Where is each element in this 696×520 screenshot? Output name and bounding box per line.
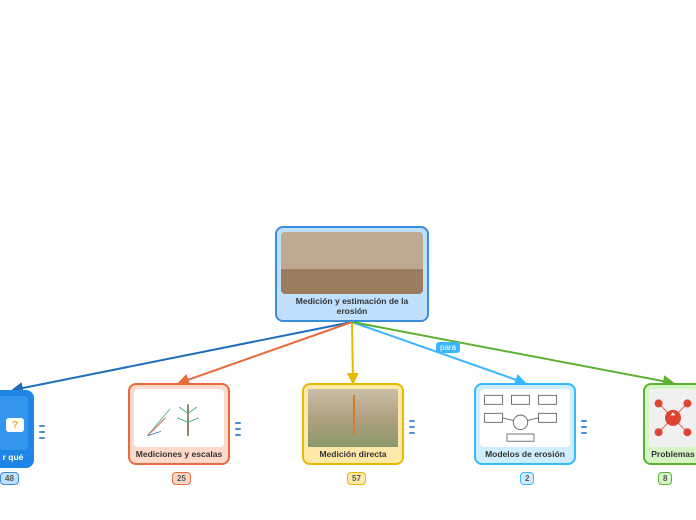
child-label: r qué	[3, 453, 24, 462]
child-node-modelos[interactable]: Modelos de erosión	[474, 383, 576, 465]
expand-handle-icon[interactable]	[580, 420, 588, 434]
count-badge: 8	[658, 472, 672, 485]
count-badge: 48	[0, 472, 19, 485]
expand-handle-icon[interactable]	[408, 420, 416, 434]
expand-handle-icon[interactable]	[234, 422, 242, 436]
child-label: Medición directa	[319, 450, 386, 459]
child-node-mediciones[interactable]: Mediciones y escalas	[128, 383, 230, 465]
count-badge: 57	[347, 472, 366, 485]
child-node-why[interactable]: ? r qué	[0, 390, 34, 468]
child-label: Modelos de erosión	[485, 450, 565, 459]
child-thumb	[480, 389, 570, 447]
child-node-problemas[interactable]: Problemas	[643, 383, 696, 465]
child-label: Mediciones y escalas	[136, 450, 222, 459]
root-node[interactable]: Medición y estimación de la erosión	[275, 226, 429, 322]
child-node-directa[interactable]: Medición directa	[302, 383, 404, 465]
edge-label-para: para	[436, 342, 460, 353]
child-label: Problemas	[651, 450, 694, 459]
child-thumb: ?	[0, 396, 28, 450]
child-thumb	[308, 389, 398, 447]
root-thumb	[281, 232, 423, 294]
count-badge: 25	[172, 472, 191, 485]
root-label: Medición y estimación de la erosión	[281, 297, 423, 316]
expand-handle-icon[interactable]	[38, 425, 46, 439]
count-badge: 2	[520, 472, 534, 485]
child-thumb	[649, 389, 696, 447]
child-thumb	[134, 389, 224, 447]
